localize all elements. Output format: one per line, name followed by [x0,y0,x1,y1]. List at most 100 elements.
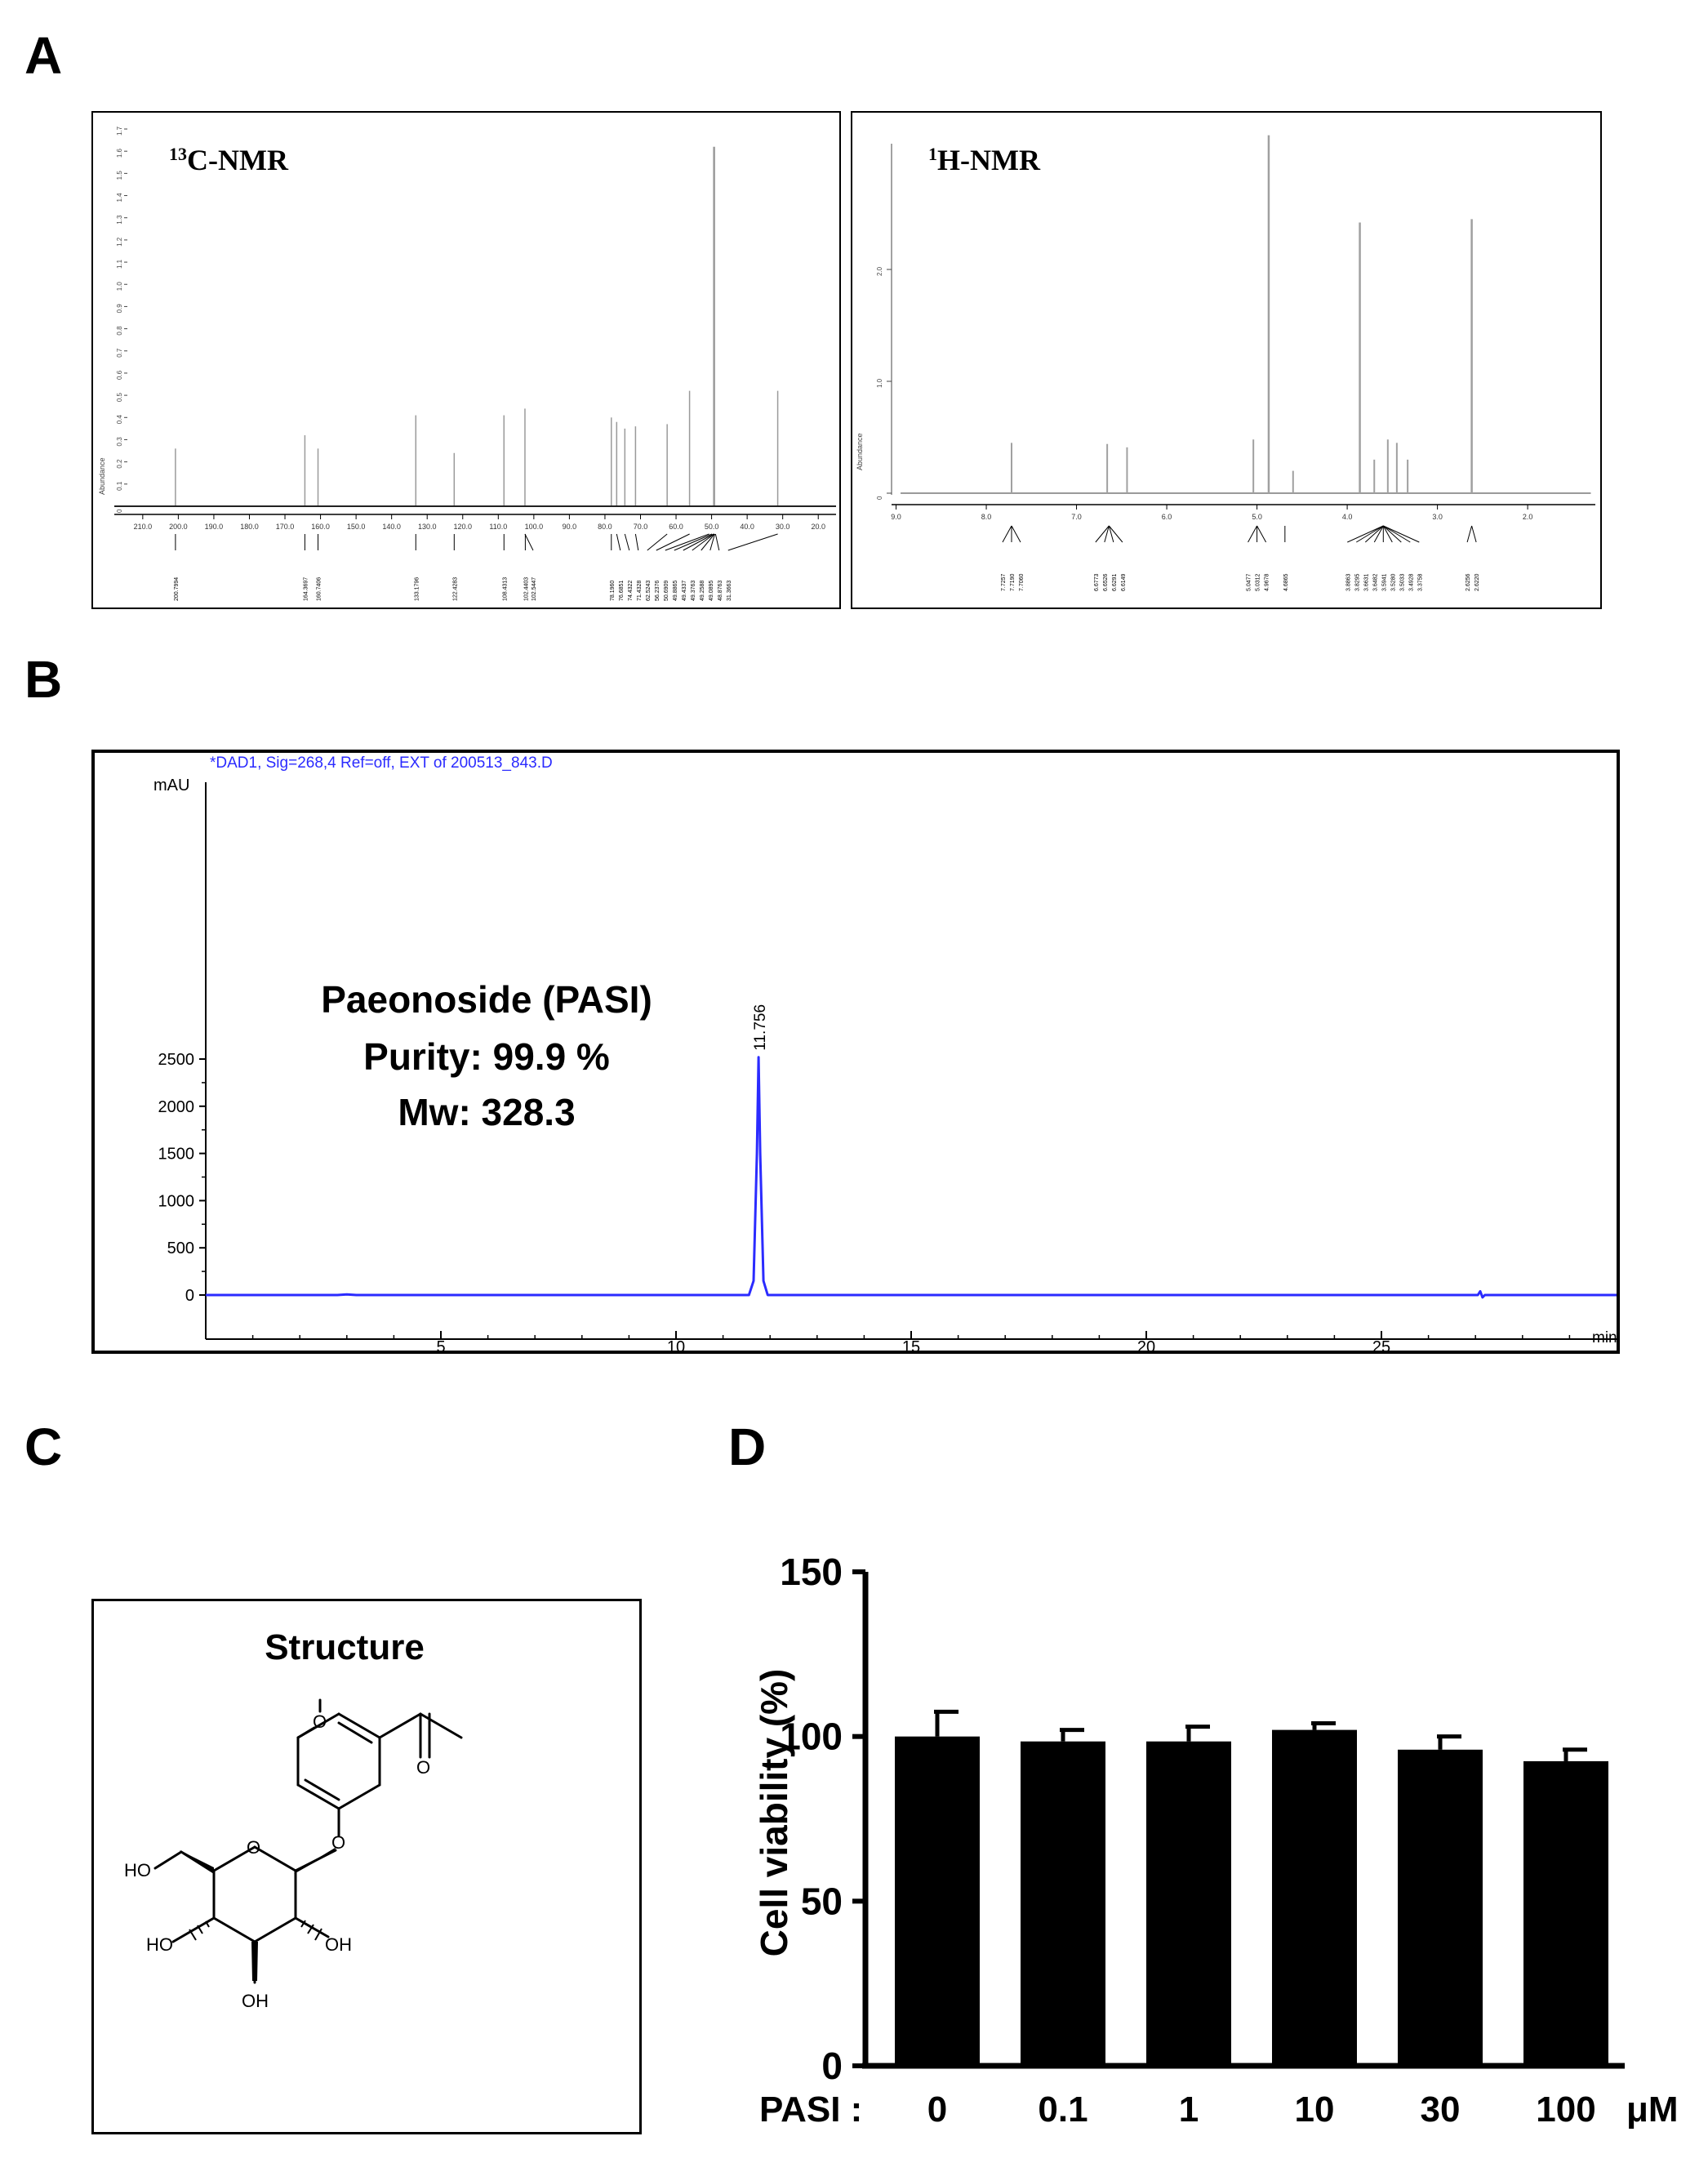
h1-x-tick-label: 9.0 [891,513,901,521]
h1-x-tick-label: 3.0 [1432,513,1443,521]
structure-title: Structure [265,1627,425,1667]
c13-label-leader [709,533,715,551]
c13-x-tick-label: 130.0 [418,523,437,531]
c13-label-leader [656,533,690,551]
atom-ho-left: HO [124,1860,151,1880]
c13-x-tick-label: 150.0 [347,523,366,531]
h1-label-leader [1257,525,1267,543]
c13-x-tick-label: 170.0 [276,523,295,531]
viability-category-label: 30 [1421,2090,1461,2130]
viability-bar [1146,1741,1231,2066]
h1-peak-label: 7.7060 [1019,573,1025,591]
c13-x-tick-label: 80.0 [598,523,612,531]
hplc-annotation: Paeonoside (PASI) Purity: 99.9 % Mw: 328… [321,978,652,1133]
viability-bar [1398,1749,1483,2066]
atom-ho-bottom-left: HO [146,1934,173,1955]
c13-x-tick-label: 190.0 [205,523,224,531]
c13-label-leader [714,533,720,551]
hplc-molecular-weight: Mw: 328.3 [398,1091,575,1133]
structure-panel: Structure [91,1599,642,2134]
h1-label-leader [1108,525,1123,543]
h1-label-leader [1347,525,1384,543]
viability-y-ticks: 0 50 100 150 [780,1551,865,2087]
atom-o-carbonyl: O [416,1757,430,1778]
c13-peak-labels: 200.7994 164.3697 160.7406 133.1796 122.4283… [174,533,778,601]
c13-y-tick-label: 1.2 [116,237,123,247]
h1-label-leader [1104,525,1110,543]
panel-label-b: B [24,650,63,709]
viability-y-tick-label: 0 [821,2045,843,2087]
atom-o-glycosidic: O [331,1832,345,1853]
hplc-compound-name: Paeonoside (PASI) [321,978,652,1021]
h1-peak-label: 3.8295 [1354,573,1360,591]
hplc-x-tick-label: 20 [1137,1338,1155,1354]
h1-x-ticks: 9.0 8.0 7.0 6.0 5.0 4.0 3.0 2.0 [891,505,1532,521]
h1-label-leader [1382,525,1393,543]
c13-peak-label: 108.4313 [502,577,508,601]
panel-label-a: A [24,26,63,85]
h1-y-axis-label: Abundance [856,433,864,470]
viability-category-label: 10 [1295,2090,1335,2130]
h1-label-leader [1011,525,1021,543]
structure-wedges [180,1847,336,1981]
structure-hashes [189,1920,322,1941]
c13-y-ticks: 0 0.1 0.2 0.3 0.4 0.5 0.6 0.7 0.8 0.9 1.0 1.1 1.2 1.3… [116,126,127,513]
h1-frame [851,111,1602,609]
h1-y-tick-label: 0 [876,496,883,500]
h1-title-main: H-NMR [937,144,1041,176]
c13-x-tick-label: 160.0 [311,523,330,531]
c13-peak-label: 102.4403 [523,577,529,601]
h1-label-leader [1382,525,1402,543]
viability-category-label: 0.1 [1038,2090,1088,2130]
atom-oh-right: OH [325,1934,352,1955]
h1-x-tick-label: 6.0 [1162,513,1172,521]
c13-y-tick-label: 0.9 [116,304,123,314]
h1-peak-label: 4.6865 [1283,573,1289,591]
viability-category-label: 100 [1536,2090,1595,2130]
c13-y-tick-label: 1.4 [116,193,123,203]
c13-x-ticks: 210.0 200.0 190.0 180.0 170.0 160.0 150.0 140.0… [134,514,825,531]
c13-y-tick-label: 1.1 [116,259,123,269]
h1-peak-label: 6.6291 [1112,573,1118,591]
c13-label-leader [727,533,778,551]
viability-bar [1021,1741,1105,2066]
c13-peak-label: 122.4283 [452,577,458,601]
c13-x-tick-label: 50.0 [705,523,719,531]
h1-x-tick-label: 8.0 [981,513,992,521]
viability-category-label: 0 [927,2090,947,2130]
viability-bar [895,1736,980,2066]
h1-peak-label: 6.6526 [1103,573,1109,591]
c13-frame [91,111,841,609]
h1-label-leader [1364,525,1384,543]
hplc-x-tick-label: 5 [436,1338,445,1354]
c13-x-tick-label: 60.0 [669,523,683,531]
viability-y-tick-label: 50 [801,1880,843,1922]
h1-peak-label: 3.3758 [1417,573,1423,591]
c13-peak-label: 200.7994 [174,577,180,601]
h1-label-leader [1095,525,1110,543]
hplc-peak-label: 11.756 [752,1004,769,1051]
c13-peak-label: 49.4337 [682,581,687,601]
hplc-x-unit: min [1592,1329,1617,1346]
c13-y-tick-label: 0.8 [116,326,123,336]
c13-x-tick-label: 30.0 [776,523,790,531]
hplc-chromatogram: *DAD1, Sig=268,4 Ref=off, EXT of 200513_… [91,750,1620,1354]
h1-peak-label: 4.9678 [1265,573,1270,591]
h1-title: 1H-NMR [928,144,1041,176]
h1-peaks [901,135,1591,494]
c13-title: 13C-NMR [169,144,289,176]
h1-peak-label: 3.5033 [1399,573,1405,591]
c13-peak-label: 133.1796 [414,577,420,601]
c13-y-tick-label: 0.7 [116,348,123,358]
h1-peak-label: 3.5280 [1390,573,1396,591]
hplc-x-tick-label: 25 [1372,1338,1390,1354]
c13-x-tick-label: 110.0 [489,523,507,531]
hplc-frame [91,750,1620,1354]
c13-x-tick-label: 100.0 [525,523,544,531]
h1-label-leader [1383,525,1420,543]
c13-peak-label: 76.6851 [619,581,625,601]
hplc-x-tick-label: 10 [667,1338,685,1354]
hplc-y-tick-label: 2000 [158,1098,195,1116]
c13-y-tick-label: 1.7 [116,126,123,136]
h1-peak-label: 7.7190 [1010,573,1016,591]
